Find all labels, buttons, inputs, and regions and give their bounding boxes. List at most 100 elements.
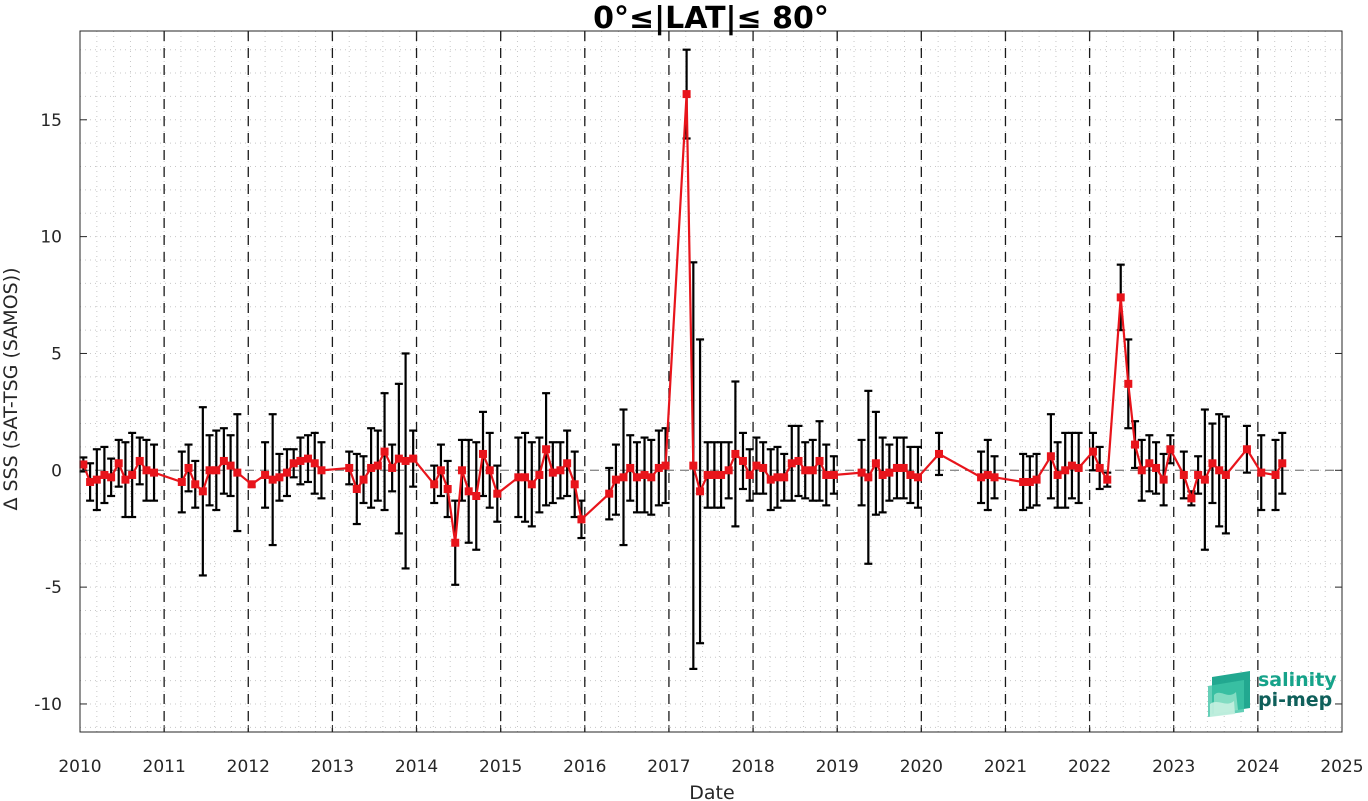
data-point xyxy=(177,477,186,486)
data-point xyxy=(191,480,200,489)
data-point xyxy=(128,470,137,479)
data-point xyxy=(282,468,291,477)
data-point xyxy=(142,466,151,475)
data-point xyxy=(563,459,572,468)
data-point xyxy=(1179,470,1188,479)
x-axis-label: Date xyxy=(689,782,734,801)
data-point xyxy=(801,466,810,475)
data-point xyxy=(451,538,460,547)
data-point xyxy=(275,473,284,482)
data-point xyxy=(983,470,992,479)
data-point xyxy=(752,461,761,470)
data-point xyxy=(1159,475,1168,484)
data-point xyxy=(808,466,817,475)
plot-area-frame xyxy=(79,30,1343,733)
data-point xyxy=(1124,379,1133,388)
data-point xyxy=(1137,466,1146,475)
series-markers xyxy=(79,90,1287,547)
data-point xyxy=(913,473,922,482)
data-point xyxy=(1278,459,1287,468)
data-point xyxy=(689,461,698,470)
data-point xyxy=(1194,470,1203,479)
y-tick-label: -5 xyxy=(45,578,62,598)
data-point xyxy=(150,468,159,477)
data-point xyxy=(226,461,235,470)
logo-text-pimep: pi-mep xyxy=(1258,689,1332,711)
data-point xyxy=(1032,475,1041,484)
data-point xyxy=(682,90,691,99)
data-point xyxy=(822,470,831,479)
data-point xyxy=(878,470,887,479)
data-point xyxy=(121,475,130,484)
data-point xyxy=(100,470,109,479)
data-point xyxy=(409,454,418,463)
data-point xyxy=(92,475,101,484)
x-tick-label: 2016 xyxy=(563,757,606,777)
data-point xyxy=(766,475,775,484)
data-point xyxy=(815,456,824,465)
data-point xyxy=(605,489,614,498)
data-point xyxy=(388,463,397,472)
data-point xyxy=(703,470,712,479)
data-point xyxy=(892,463,901,472)
data-point xyxy=(794,456,803,465)
data-point xyxy=(626,463,635,472)
data-point xyxy=(1208,459,1217,468)
data-point xyxy=(472,491,481,500)
data-point xyxy=(857,468,866,477)
x-tick-label: 2024 xyxy=(1236,757,1279,777)
data-point xyxy=(296,456,305,465)
data-point xyxy=(219,456,228,465)
x-tick-label: 2023 xyxy=(1152,757,1195,777)
data-point xyxy=(906,470,915,479)
data-point xyxy=(1187,494,1196,503)
data-point xyxy=(619,473,628,482)
data-point xyxy=(759,463,768,472)
data-point xyxy=(829,470,838,479)
data-point xyxy=(577,515,586,524)
data-point xyxy=(317,466,326,475)
data-point xyxy=(1200,475,1209,484)
data-point xyxy=(1074,463,1083,472)
data-point xyxy=(935,449,944,458)
data-point xyxy=(359,475,368,484)
data-point xyxy=(268,475,277,484)
x-tick-label: 2011 xyxy=(143,757,186,777)
data-point xyxy=(640,470,649,479)
data-point xyxy=(611,475,620,484)
data-point xyxy=(773,473,782,482)
data-point xyxy=(745,470,754,479)
data-point xyxy=(899,463,908,472)
data-point xyxy=(885,468,894,477)
data-point xyxy=(1152,463,1161,472)
y-tick-label: 10 xyxy=(40,228,62,248)
data-point xyxy=(548,468,557,477)
data-point xyxy=(493,489,502,498)
data-point xyxy=(107,473,116,482)
data-point xyxy=(1145,459,1154,468)
data-point xyxy=(1019,477,1028,486)
data-point xyxy=(632,473,641,482)
data-point xyxy=(373,461,382,470)
y-axis-label: Δ SSS (SAT-TSG (SAMOS)) xyxy=(0,267,22,510)
x-tick-label: 2018 xyxy=(731,757,774,777)
data-point xyxy=(79,460,88,469)
data-point xyxy=(738,456,747,465)
data-point xyxy=(521,473,530,482)
data-point xyxy=(184,463,193,472)
y-tick-label: 5 xyxy=(51,344,62,364)
data-point xyxy=(261,470,270,479)
data-point xyxy=(990,473,999,482)
data-point xyxy=(1215,466,1224,475)
data-point xyxy=(443,484,452,493)
x-tick-label: 2021 xyxy=(984,757,1027,777)
axis-ticks xyxy=(79,31,1343,732)
x-tick-label: 2022 xyxy=(1068,757,1111,777)
x-tick-label: 2025 xyxy=(1320,757,1363,777)
data-point xyxy=(1061,466,1070,475)
y-axis-tick-labels: -10 -5 0 5 10 15 xyxy=(34,111,62,715)
data-point xyxy=(401,456,410,465)
data-point xyxy=(430,480,439,489)
data-point xyxy=(380,447,389,456)
logo-waves-icon xyxy=(1208,671,1250,717)
